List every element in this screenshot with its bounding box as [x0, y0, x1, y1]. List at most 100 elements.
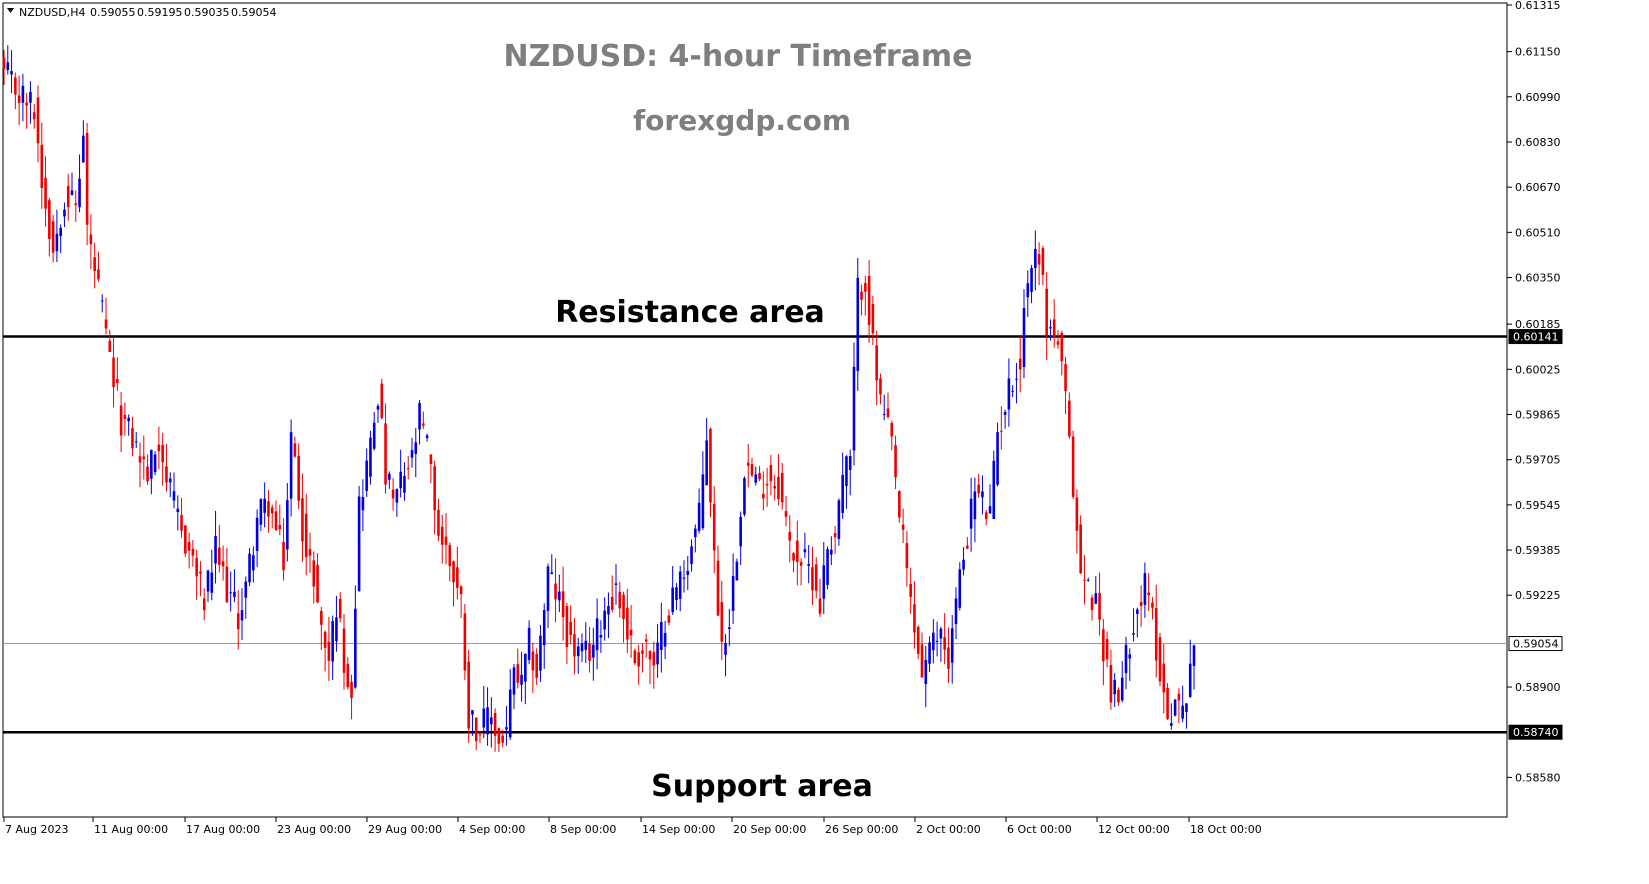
candle-body	[437, 509, 440, 536]
candle	[403, 462, 406, 501]
candle-body	[1166, 687, 1169, 719]
candle-body	[44, 177, 47, 209]
candle-body	[338, 598, 342, 619]
candle	[818, 578, 822, 617]
candle-body	[1105, 638, 1109, 660]
candle-body	[74, 203, 78, 206]
candle-body	[1098, 592, 1101, 620]
candle	[905, 530, 909, 587]
candle	[1086, 577, 1090, 582]
candle-body	[233, 591, 236, 598]
candle-body	[361, 496, 365, 511]
candle	[278, 504, 282, 536]
price-axis[interactable]: 0.61315 0.61150 0.60990 0.60830 0.60670 0.605…	[1507, 0, 1561, 784]
candle	[199, 561, 202, 597]
candle	[478, 730, 482, 744]
candle-body	[403, 475, 406, 493]
candle	[814, 557, 818, 599]
collapse-triangle-icon[interactable]	[7, 8, 14, 13]
time-tick-label: 6 Oct 00:00	[1007, 823, 1072, 836]
candle-body	[958, 569, 962, 608]
candle	[372, 411, 376, 451]
candle-body	[286, 500, 289, 550]
candle	[807, 545, 810, 584]
candle	[467, 649, 470, 744]
candle-body	[199, 571, 202, 574]
price-tick-label: 0.59705	[1515, 454, 1561, 467]
candle-body	[21, 85, 25, 103]
candle	[1026, 270, 1030, 318]
candle-body	[93, 257, 96, 272]
candle-body	[1090, 597, 1094, 610]
candle-body	[440, 526, 444, 545]
candle-body	[274, 511, 278, 530]
candle	[875, 330, 878, 406]
candle-body	[112, 357, 115, 388]
candle	[100, 294, 104, 313]
candle	[969, 477, 973, 552]
candle-body	[391, 489, 395, 499]
candle-body	[580, 643, 584, 652]
candle-body	[471, 710, 474, 715]
candle-body	[444, 536, 448, 545]
candle-body	[380, 383, 384, 419]
candle	[954, 587, 958, 640]
candle	[104, 297, 108, 335]
candle-body	[210, 572, 214, 593]
candle-body	[255, 517, 259, 552]
candle	[252, 546, 255, 583]
candle-body	[656, 642, 659, 665]
time-tick-label: 14 Sep 00:00	[642, 823, 715, 836]
candle-body	[626, 607, 629, 640]
candle	[1056, 330, 1060, 349]
candle-body	[1181, 705, 1184, 719]
time-axis[interactable]: 7 Aug 2023 11 Aug 00:00 17 Aug 00:00 23 Aug…	[3, 817, 1262, 836]
candle	[248, 547, 251, 587]
candle-body	[229, 592, 232, 594]
candle	[610, 575, 614, 613]
candle-body	[1117, 689, 1120, 703]
candle	[316, 553, 319, 604]
candle-body	[622, 594, 625, 620]
candle	[1094, 576, 1098, 605]
candle-body	[988, 506, 992, 514]
candle	[384, 403, 387, 494]
candle-body	[822, 565, 826, 599]
candle-body	[1011, 390, 1014, 392]
candle	[626, 588, 629, 654]
candle-body	[913, 604, 916, 633]
candle-body	[372, 422, 376, 449]
candle-body	[467, 661, 470, 729]
candle	[1154, 584, 1158, 678]
candle	[1109, 649, 1113, 710]
candle-body	[85, 132, 89, 225]
candle	[206, 569, 210, 603]
candle-body	[777, 477, 780, 500]
candle	[497, 727, 501, 752]
candle-body	[146, 466, 149, 482]
candle	[871, 295, 875, 346]
candle	[270, 504, 274, 529]
candle-body	[150, 449, 153, 479]
candle-body	[807, 564, 810, 566]
candle	[1015, 362, 1018, 404]
candle	[414, 428, 418, 478]
candle-body	[501, 735, 504, 743]
candle	[830, 536, 833, 565]
candle	[74, 190, 78, 222]
level-tag-current: 0.59054	[1508, 636, 1563, 652]
level-tag-label: 0.59054	[1513, 638, 1559, 651]
candle-body	[792, 553, 795, 561]
candle-body	[641, 650, 644, 654]
candle-body	[996, 432, 999, 485]
candle-body	[584, 640, 588, 650]
candle	[320, 607, 323, 650]
candle-body	[259, 499, 263, 525]
candle-body	[10, 71, 13, 75]
low-value: 0.59035	[184, 6, 230, 19]
site-watermark: forexgdp.com	[633, 104, 851, 137]
candle-body	[316, 564, 319, 603]
plot-frame	[2, 2, 1508, 818]
candle	[29, 81, 32, 124]
candle-body	[837, 500, 841, 539]
